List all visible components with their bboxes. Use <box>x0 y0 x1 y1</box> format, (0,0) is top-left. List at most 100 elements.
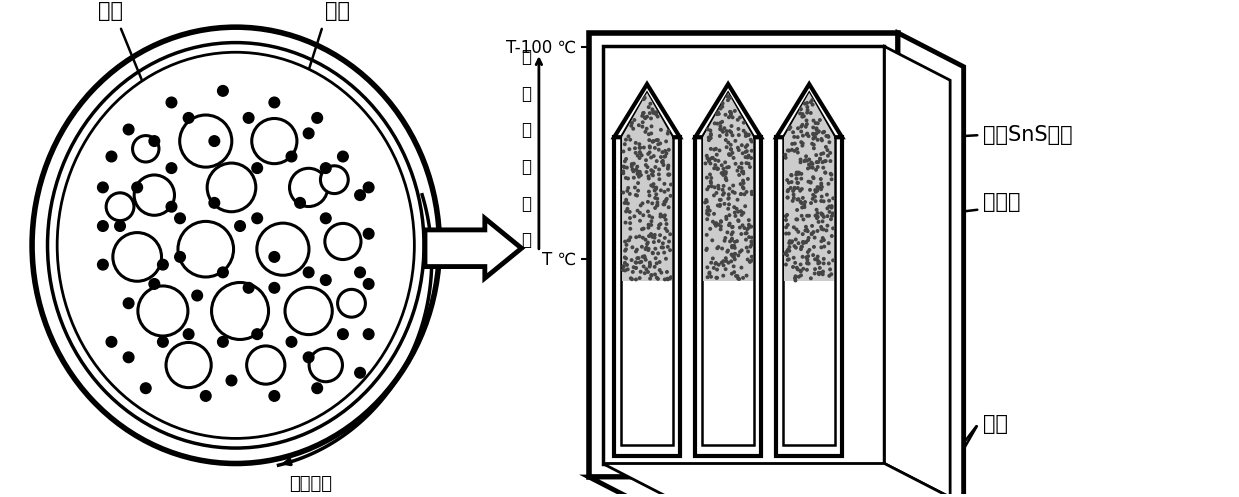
Circle shape <box>731 246 733 248</box>
Circle shape <box>733 211 736 214</box>
Circle shape <box>813 147 815 150</box>
Circle shape <box>831 259 834 261</box>
Circle shape <box>725 113 727 116</box>
Circle shape <box>817 230 819 232</box>
Circle shape <box>626 264 628 266</box>
Circle shape <box>643 272 646 274</box>
Circle shape <box>209 136 219 147</box>
Polygon shape <box>695 84 761 137</box>
Circle shape <box>711 239 714 242</box>
Circle shape <box>643 98 646 100</box>
Circle shape <box>787 196 789 199</box>
Circle shape <box>732 157 735 159</box>
Circle shape <box>795 209 798 211</box>
Circle shape <box>814 136 817 139</box>
Circle shape <box>642 214 644 217</box>
Circle shape <box>830 178 833 180</box>
Circle shape <box>648 177 650 180</box>
Circle shape <box>784 252 787 255</box>
Circle shape <box>805 241 808 244</box>
Circle shape <box>788 242 790 244</box>
Circle shape <box>747 178 750 180</box>
Circle shape <box>805 256 808 258</box>
Circle shape <box>706 128 709 131</box>
Circle shape <box>829 152 831 154</box>
Circle shape <box>285 287 332 334</box>
Circle shape <box>802 197 804 199</box>
Circle shape <box>731 226 733 228</box>
Circle shape <box>715 222 717 224</box>
Circle shape <box>650 216 653 219</box>
Circle shape <box>312 113 322 123</box>
Polygon shape <box>621 93 673 137</box>
Circle shape <box>784 215 787 217</box>
Circle shape <box>654 207 657 209</box>
Circle shape <box>810 99 814 101</box>
Circle shape <box>815 161 818 164</box>
Circle shape <box>627 268 629 270</box>
Circle shape <box>724 161 726 164</box>
Circle shape <box>650 202 653 205</box>
Circle shape <box>818 186 820 189</box>
Circle shape <box>804 201 807 203</box>
Circle shape <box>793 136 795 138</box>
Circle shape <box>720 107 722 110</box>
Circle shape <box>628 193 631 195</box>
Circle shape <box>627 239 629 242</box>
Circle shape <box>337 329 348 339</box>
Circle shape <box>647 241 649 244</box>
Circle shape <box>802 113 804 115</box>
Circle shape <box>751 244 753 246</box>
Circle shape <box>670 276 673 278</box>
Circle shape <box>809 101 812 103</box>
Circle shape <box>730 260 732 262</box>
Circle shape <box>650 236 653 238</box>
Polygon shape <box>622 93 672 137</box>
Circle shape <box>808 248 810 251</box>
Circle shape <box>737 219 740 222</box>
Circle shape <box>725 176 727 179</box>
Circle shape <box>649 117 652 120</box>
Circle shape <box>812 254 814 256</box>
Circle shape <box>705 200 707 203</box>
Circle shape <box>797 198 799 201</box>
Circle shape <box>740 233 742 235</box>
Circle shape <box>802 267 804 270</box>
Ellipse shape <box>47 43 424 448</box>
Circle shape <box>644 159 647 162</box>
Circle shape <box>643 255 646 257</box>
Circle shape <box>720 225 722 228</box>
Circle shape <box>710 182 712 184</box>
Circle shape <box>124 352 134 363</box>
Circle shape <box>706 188 709 190</box>
Circle shape <box>729 96 731 99</box>
Circle shape <box>793 256 795 259</box>
Circle shape <box>709 271 711 274</box>
Circle shape <box>804 241 807 244</box>
Circle shape <box>748 166 751 168</box>
Circle shape <box>741 214 743 216</box>
Circle shape <box>722 260 725 262</box>
Circle shape <box>709 272 711 275</box>
Circle shape <box>655 186 658 189</box>
Circle shape <box>828 262 830 265</box>
Circle shape <box>722 264 725 266</box>
Circle shape <box>817 161 819 164</box>
Circle shape <box>741 249 743 251</box>
Circle shape <box>808 164 810 166</box>
Circle shape <box>825 193 828 196</box>
Circle shape <box>638 171 641 173</box>
Circle shape <box>800 172 803 175</box>
Circle shape <box>829 268 831 271</box>
Circle shape <box>805 160 808 162</box>
Circle shape <box>234 221 245 231</box>
Circle shape <box>797 127 799 130</box>
Circle shape <box>727 193 730 196</box>
Circle shape <box>809 181 812 183</box>
Circle shape <box>788 258 790 260</box>
Circle shape <box>631 168 634 170</box>
Polygon shape <box>784 93 834 137</box>
Circle shape <box>799 274 802 277</box>
Circle shape <box>748 236 751 239</box>
Circle shape <box>639 174 642 176</box>
